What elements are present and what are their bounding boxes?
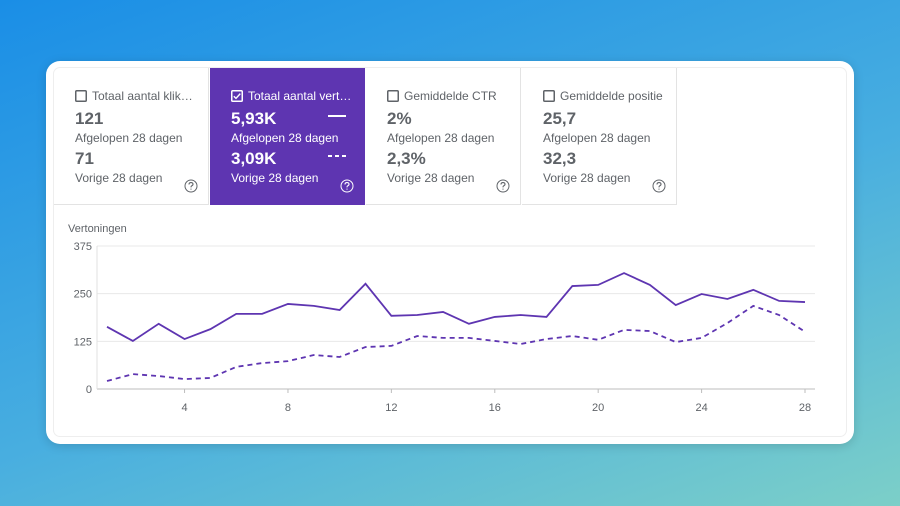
x-tick-label: 28	[799, 402, 811, 414]
help-icon	[652, 179, 666, 193]
y-tick-label: 0	[86, 384, 92, 396]
y-tick-label: 125	[74, 336, 92, 348]
help-icon	[184, 179, 198, 193]
help-icon	[496, 179, 510, 193]
chart: Vertoningen 0 125 250 375 4 8 12 16 20 24 28	[68, 223, 815, 414]
help-circle	[496, 179, 510, 193]
current-period: Afgelopen 28 dagen	[231, 131, 339, 145]
help-icon	[340, 179, 354, 193]
previous-value: 2,3%	[387, 149, 426, 168]
x-tick-label: 24	[695, 402, 707, 414]
x-tick-label: 20	[592, 402, 604, 414]
card-label: Gemiddelde CTR	[404, 89, 497, 103]
checkbox	[543, 90, 555, 102]
help-mark	[344, 182, 350, 190]
panel: Totaal aantal klik… 121 Afgelopen 28 dagen…	[46, 61, 854, 444]
previous-period: Vorige 28 dagen	[387, 171, 475, 185]
previous-value: 32,3	[543, 149, 577, 168]
current-value: 25,7	[543, 109, 577, 128]
card-label: Totaal aantal vert…	[248, 89, 352, 103]
previous-period: Vorige 28 dagen	[231, 171, 319, 185]
help-circle	[652, 179, 666, 193]
x-tick-label: 4	[181, 402, 187, 414]
checkbox	[75, 90, 87, 102]
checkbox-frame	[387, 90, 399, 102]
y-tick-label: 250	[74, 289, 92, 301]
metric-card[interactable]: Gemiddelde positie 25,7 Afgelopen 28 dagen…	[522, 68, 677, 205]
previous-value: 71	[75, 149, 94, 168]
x-tick-label: 16	[489, 402, 501, 414]
series-line	[106, 272, 806, 343]
help-mark	[656, 182, 662, 190]
x-tick-label: 12	[385, 402, 397, 414]
checkbox	[387, 90, 399, 102]
current-value: 5,93K	[231, 109, 277, 128]
card-label: Gemiddelde positie	[560, 89, 663, 103]
checkbox-frame	[231, 90, 243, 102]
checkmark	[233, 93, 241, 100]
y-tick-label: 375	[74, 241, 92, 253]
current-period: Afgelopen 28 dagen	[75, 131, 183, 145]
current-period: Afgelopen 28 dagen	[543, 131, 651, 145]
current-value: 2%	[387, 109, 412, 128]
metric-card[interactable]: Totaal aantal vert… 5,93K Afgelopen 28 dag…	[210, 68, 365, 205]
help-mark	[500, 182, 506, 190]
previous-value: 3,09K	[231, 149, 277, 168]
help-mark	[188, 182, 194, 190]
checkbox	[231, 90, 243, 102]
help-circle	[184, 179, 198, 193]
help-circle	[340, 179, 354, 193]
x-tick-label: 8	[285, 402, 291, 414]
solid-indicator	[328, 115, 346, 117]
series-line	[106, 304, 806, 382]
metric-card[interactable]: Totaal aantal klik… 121 Afgelopen 28 dagen…	[54, 68, 209, 205]
current-value: 121	[75, 109, 104, 128]
card-label: Totaal aantal klik…	[92, 89, 193, 103]
previous-period: Vorige 28 dagen	[543, 171, 631, 185]
checkbox-frame	[75, 90, 87, 102]
checkbox-frame	[543, 90, 555, 102]
metric-card[interactable]: Gemiddelde CTR 2% Afgelopen 28 dagen 2,3% Vo…	[366, 68, 521, 205]
report: Totaal aantal klik… 121 Afgelopen 28 dagen…	[54, 68, 846, 436]
y-axis-title: Vertoningen	[68, 223, 127, 235]
dashed-indicator	[328, 155, 346, 157]
previous-period: Vorige 28 dagen	[75, 171, 163, 185]
current-period: Afgelopen 28 dagen	[387, 131, 495, 145]
